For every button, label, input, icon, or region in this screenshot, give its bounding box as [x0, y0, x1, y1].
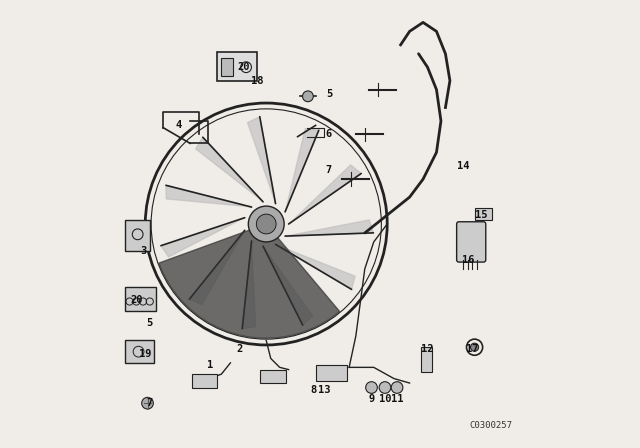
- FancyBboxPatch shape: [125, 340, 154, 363]
- FancyBboxPatch shape: [316, 365, 347, 381]
- Polygon shape: [248, 116, 276, 204]
- Polygon shape: [189, 230, 244, 305]
- Circle shape: [391, 382, 403, 393]
- Polygon shape: [242, 241, 255, 329]
- Circle shape: [470, 343, 479, 351]
- Circle shape: [248, 206, 284, 242]
- FancyBboxPatch shape: [221, 58, 233, 76]
- Text: 14: 14: [457, 161, 470, 171]
- Text: 20: 20: [237, 62, 250, 72]
- Text: 12: 12: [421, 345, 434, 354]
- Circle shape: [365, 382, 378, 393]
- Circle shape: [141, 397, 154, 409]
- Circle shape: [257, 214, 276, 234]
- Text: 18: 18: [251, 76, 264, 86]
- Text: 15: 15: [475, 210, 488, 220]
- Text: 6: 6: [326, 129, 332, 139]
- Text: 1: 1: [207, 360, 213, 370]
- Text: 10: 10: [379, 394, 391, 404]
- Polygon shape: [263, 246, 313, 325]
- Polygon shape: [196, 137, 263, 202]
- Polygon shape: [285, 129, 319, 212]
- Text: 3: 3: [140, 246, 146, 256]
- Text: C0300257: C0300257: [470, 421, 513, 430]
- Polygon shape: [285, 220, 373, 236]
- Text: 20: 20: [130, 295, 143, 305]
- Polygon shape: [161, 218, 244, 257]
- Text: 7: 7: [147, 398, 153, 408]
- Circle shape: [379, 382, 391, 393]
- Text: 4: 4: [176, 121, 182, 130]
- Text: 16: 16: [461, 255, 474, 265]
- FancyBboxPatch shape: [125, 287, 157, 311]
- Text: 19: 19: [139, 349, 152, 359]
- Text: 2: 2: [236, 345, 243, 354]
- Text: 9: 9: [369, 394, 374, 404]
- Polygon shape: [276, 244, 355, 289]
- Polygon shape: [166, 185, 252, 207]
- Text: 17: 17: [466, 345, 479, 354]
- FancyBboxPatch shape: [125, 220, 150, 251]
- Text: 5: 5: [326, 89, 332, 99]
- FancyBboxPatch shape: [475, 208, 493, 220]
- Text: 13: 13: [318, 385, 331, 395]
- FancyBboxPatch shape: [217, 52, 257, 81]
- Text: 5: 5: [147, 318, 153, 327]
- Polygon shape: [159, 224, 340, 338]
- FancyBboxPatch shape: [421, 347, 432, 372]
- FancyBboxPatch shape: [457, 222, 486, 262]
- Text: 8: 8: [310, 385, 316, 395]
- Polygon shape: [289, 165, 361, 224]
- Text: 11: 11: [391, 394, 403, 404]
- Text: 7: 7: [326, 165, 332, 175]
- FancyBboxPatch shape: [260, 370, 287, 383]
- Circle shape: [303, 91, 314, 102]
- FancyBboxPatch shape: [192, 374, 217, 388]
